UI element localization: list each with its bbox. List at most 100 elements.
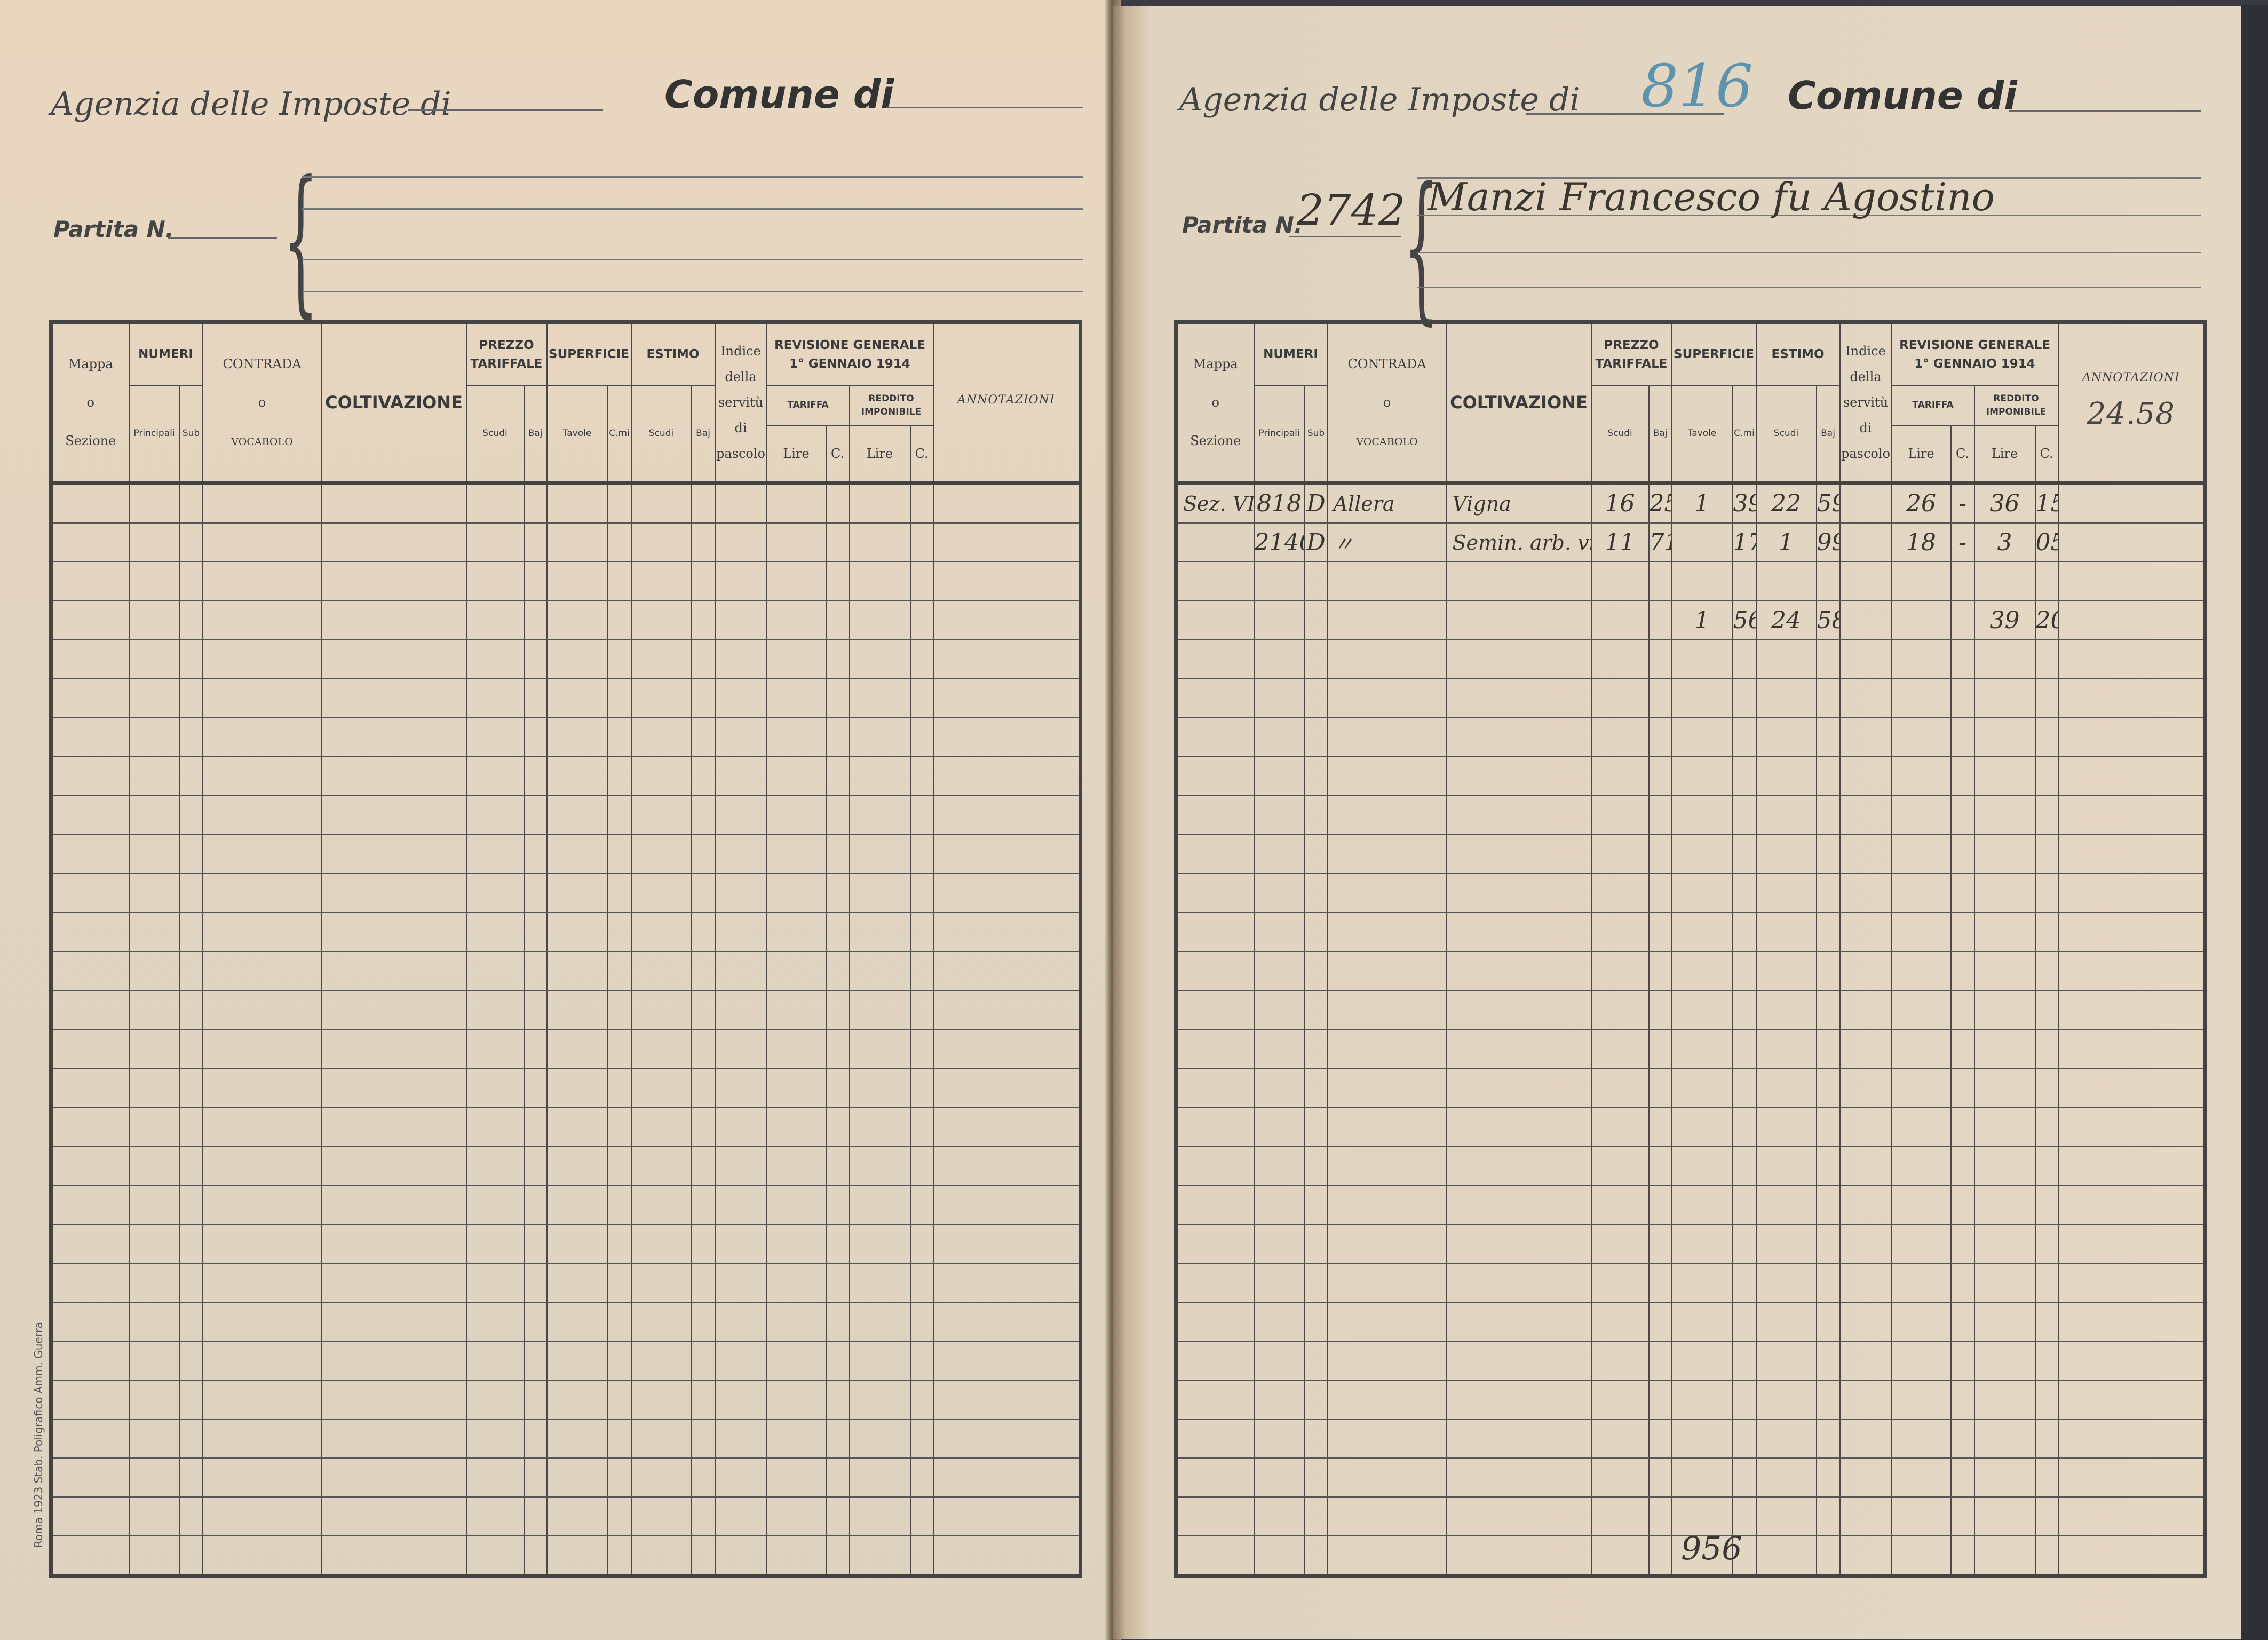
cell-prezzo-scudi <box>1590 1496 1650 1536</box>
cell-estimo-baj <box>691 1535 716 1577</box>
cell-indice-pascolo <box>714 1263 767 1303</box>
ledger-row <box>50 600 1081 640</box>
cell-estimo-baj <box>1815 639 1841 679</box>
cell-tariffa-c <box>1950 1341 1975 1381</box>
cell-tariffa-lire <box>766 1535 827 1577</box>
cell-prezzo-scudi <box>1590 717 1650 757</box>
cell-superficie-cmi <box>1732 561 1757 601</box>
cell-mappa <box>1175 1068 1255 1108</box>
cell-mappa <box>50 1263 130 1303</box>
cell-estimo-baj <box>691 1341 716 1381</box>
ledger-row <box>1175 1263 2206 1303</box>
cell-tariffa-lire <box>766 522 827 562</box>
cell-mappa <box>50 1107 130 1147</box>
cell-reddito-lire <box>1973 1535 2036 1577</box>
cell-estimo-scudi: 24 <box>1755 600 1817 640</box>
cell-indice-pascolo <box>1839 951 1892 991</box>
cell-annotazioni <box>2057 1341 2206 1381</box>
cell-superficie-cmi <box>607 717 632 757</box>
cell-tariffa-lire <box>1891 873 1952 913</box>
cell-estimo-baj: 58 <box>1815 600 1841 640</box>
cell-indice-pascolo <box>714 1107 767 1147</box>
cell-annotazioni <box>932 1185 1081 1225</box>
cell-prezzo-baj <box>523 1263 548 1303</box>
tavole-label: Tavole <box>1687 427 1717 439</box>
cell-estimo-scudi <box>630 990 692 1030</box>
cell-estimo-scudi <box>630 1029 692 1069</box>
cell-contrada <box>1327 1302 1447 1342</box>
cell-coltivazione <box>321 1146 467 1186</box>
ledger-row <box>1175 1146 2206 1186</box>
cell-prezzo-baj <box>1648 561 1672 601</box>
cell-reddito-lire <box>848 1068 911 1108</box>
cell-prezzo-scudi <box>1590 912 1650 952</box>
cell-indice-pascolo <box>1839 1457 1892 1498</box>
cell-indice-pascolo <box>714 600 767 640</box>
cell-sub <box>1304 1302 1328 1342</box>
cell-coltivazione <box>321 1185 467 1225</box>
cell-coltivazione <box>1446 678 1592 718</box>
cell-tariffa-c <box>825 678 850 718</box>
cell-prezzo-baj <box>1648 834 1672 874</box>
cell-estimo-scudi <box>1755 1419 1817 1459</box>
prezzo-tariffale-label: PREZZO TARIFFALE <box>470 338 543 371</box>
cell-tariffa-lire <box>1891 1029 1952 1069</box>
cell-prezzo-scudi <box>1590 951 1650 991</box>
cell-indice-pascolo <box>1839 1419 1892 1459</box>
cell-mappa <box>1175 951 1255 991</box>
cell-mappa <box>50 1146 130 1186</box>
cell-reddito-c <box>909 1146 934 1186</box>
cell-reddito-lire <box>1973 1029 2036 1069</box>
cell-reddito-c <box>2034 1068 2059 1108</box>
cell-superficie-tavole <box>1671 522 1733 562</box>
cell-contrada <box>202 1380 322 1420</box>
cell-prezzo-baj <box>523 795 548 835</box>
cell-tariffa-lire <box>766 834 827 874</box>
cell-estimo-scudi <box>630 1224 692 1264</box>
contrada-label: CONTRADA <box>1347 356 1426 371</box>
cell-estimo-scudi <box>1755 1496 1817 1536</box>
ledger-row <box>50 1068 1081 1108</box>
cell-superficie-cmi <box>607 1029 632 1069</box>
cell-annotazioni <box>2057 834 2206 874</box>
cell-tariffa-c: - <box>1950 522 1975 562</box>
cell-mappa <box>1175 834 1255 874</box>
cell-tariffa-lire <box>1891 678 1952 718</box>
cell-superficie-tavole <box>546 951 608 991</box>
cell-estimo-scudi <box>1755 1263 1817 1303</box>
cell-sub <box>179 1107 203 1147</box>
ledger-row <box>50 1224 1081 1264</box>
cell-reddito-lire: 3 <box>1973 522 2036 562</box>
cell-prezzo-scudi <box>1590 1146 1650 1186</box>
cell-estimo-baj <box>691 1107 716 1147</box>
cell-principali <box>128 561 180 601</box>
cell-contrada <box>1327 678 1447 718</box>
cell-coltivazione <box>321 795 467 835</box>
cell-mappa <box>50 912 130 952</box>
cell-reddito-lire <box>1973 1068 2036 1108</box>
cell-principali <box>1253 1185 1305 1225</box>
cell-mappa <box>50 1457 130 1498</box>
cell-superficie-cmi <box>1732 1107 1757 1147</box>
ledger-row <box>50 522 1081 562</box>
cell-coltivazione <box>321 639 467 679</box>
cell-superficie-tavole <box>546 639 608 679</box>
cell-coltivazione <box>1446 990 1592 1030</box>
tariffa-label: TARIFFA <box>787 400 829 411</box>
cell-reddito-lire <box>848 1263 911 1303</box>
cell-sub <box>1304 795 1328 835</box>
cell-superficie-tavole <box>546 756 608 796</box>
cell-prezzo-scudi <box>1590 1380 1650 1420</box>
cell-reddito-lire <box>848 600 911 640</box>
ledger-row <box>50 1380 1081 1420</box>
cell-contrada <box>1327 1029 1447 1069</box>
col-header-estimo: ESTIMO <box>630 321 716 386</box>
cell-reddito-c <box>909 678 934 718</box>
cell-reddito-c <box>2034 717 2059 757</box>
vocabolo-label: VOCABOLO <box>1356 436 1418 448</box>
cell-indice-pascolo <box>714 1302 767 1342</box>
cell-superficie-tavole <box>1671 678 1733 718</box>
cell-reddito-c <box>909 1380 934 1420</box>
cell-prezzo-baj <box>1648 600 1672 640</box>
cell-prezzo-baj <box>523 834 548 874</box>
